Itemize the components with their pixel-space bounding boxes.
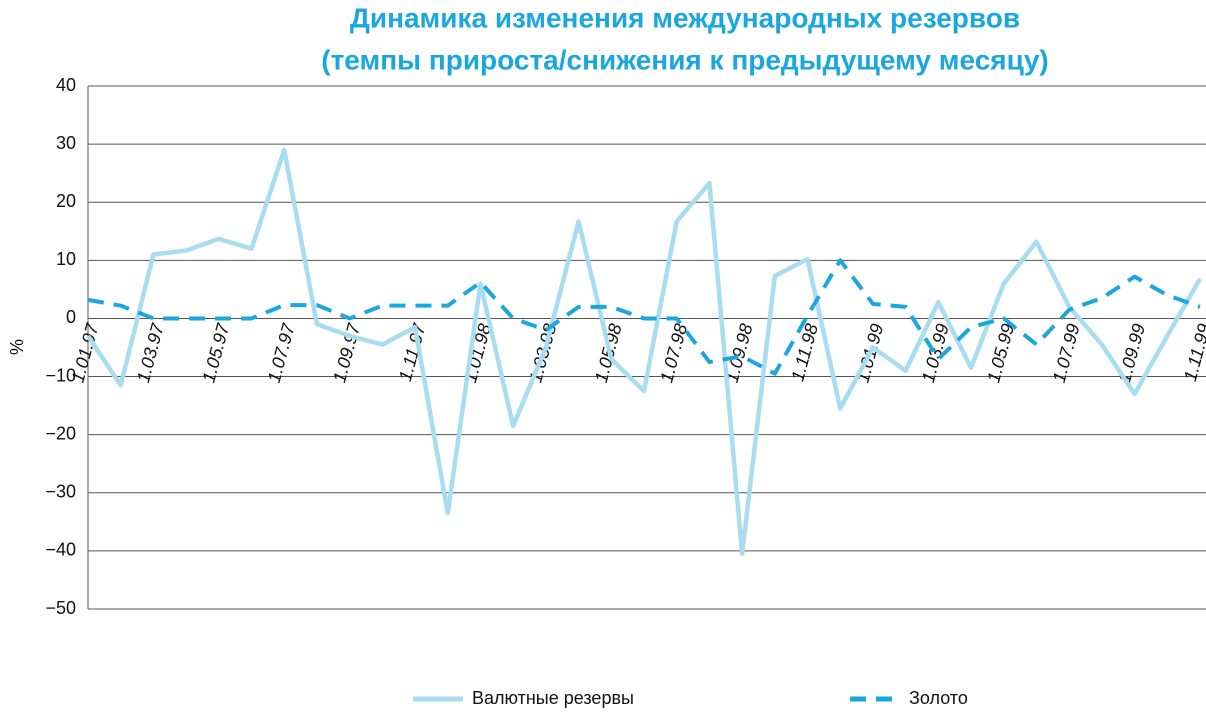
y-tick-label: −10 [45, 365, 76, 385]
x-tick-label: 1.07.99 [1049, 322, 1084, 385]
chart-title: (темпы прироста/снижения к предыдущему м… [321, 44, 1048, 75]
y-tick-label: 40 [56, 75, 76, 95]
y-tick-label: −30 [45, 482, 76, 502]
y-tick-label: −50 [45, 598, 76, 618]
y-tick-label: 30 [56, 133, 76, 153]
x-tick-label: 1.11.98 [787, 322, 822, 384]
x-tick-label: 1.03.97 [133, 321, 168, 385]
y-tick-label: 20 [56, 191, 76, 211]
series-line [87, 258, 1201, 376]
legend-label: Валютные резервы [472, 688, 634, 708]
x-tick-label: 1.05.99 [983, 322, 1018, 385]
y-tick-label: 10 [56, 249, 76, 269]
legend-label: Золото [909, 688, 968, 708]
x-tick-label: 1.07.98 [656, 322, 691, 385]
chart-title: Динамика изменения международных резерво… [350, 2, 1020, 33]
y-axis-label: % [7, 339, 27, 355]
x-tick-label: 1.07.97 [264, 321, 299, 385]
y-tick-label: −40 [45, 540, 76, 560]
series-line [86, 147, 1202, 557]
y-tick-label: 0 [66, 307, 76, 327]
y-tick-label: −20 [45, 423, 76, 443]
x-tick-label: 1.05.97 [198, 321, 233, 385]
x-tick-label: 1.11.99 [1180, 322, 1206, 384]
